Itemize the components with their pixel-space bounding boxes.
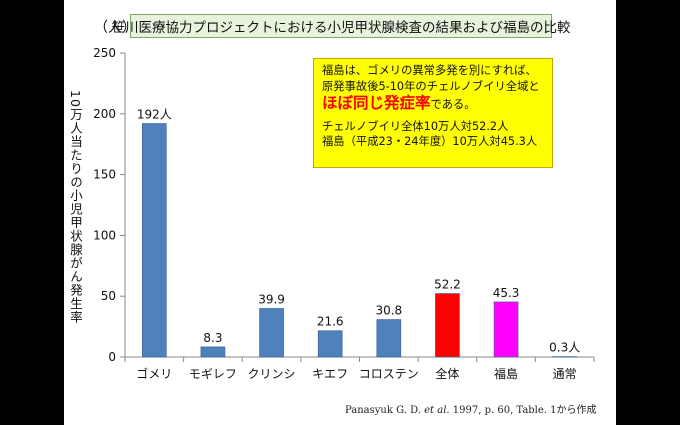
y-tick-label: 50 xyxy=(101,289,116,303)
data-label-4: 21.6 xyxy=(317,315,344,329)
source-etal: et al. xyxy=(424,405,450,416)
data-label-3: 39.9 xyxy=(258,292,285,306)
bar-7 xyxy=(493,301,519,358)
annotation-line-4: チェルノブイリ全体10万人対52.2人 xyxy=(322,120,509,133)
category-label-8: 通常 xyxy=(553,367,577,381)
category-label-1: ゴメリ xyxy=(136,366,172,381)
annotation-emphasis: ほぼ同じ発症率 xyxy=(322,94,431,112)
category-label-6: 全体 xyxy=(435,366,459,381)
bar-1 xyxy=(142,123,167,358)
annotation-stats: チェルノブイリ全体10万人対52.2人 福島（平成23・24年度）10万人対45… xyxy=(322,119,544,149)
data-label-7: 45.3 xyxy=(493,286,520,300)
annotation-box: 福島は、ゴメリの異常多発を別にすれば、 原発事故後5-10年のチェルノブイリ全域… xyxy=(313,58,553,168)
annotation-line-3: ほぼ同じ発症率である。 xyxy=(322,95,544,113)
annotation-emphasis-tail: である。 xyxy=(430,98,476,111)
annotation-line-5: 福島（平成23・24年度）10万人対45.3人 xyxy=(322,135,538,148)
bar-3 xyxy=(259,308,284,358)
bar-4 xyxy=(317,330,343,358)
source-citation: Panasyuk G. D. et al. 1997, p. 60, Table… xyxy=(345,401,597,416)
bar-8 xyxy=(552,356,577,358)
source-rest: 1997, p. 60, Table. 1から作成 xyxy=(452,405,597,416)
category-label-3: クリンシ xyxy=(248,367,296,381)
annotation-line-1: 福島は、ゴメリの異常多発を別にすれば、 xyxy=(322,64,537,77)
y-tick-label: 0 xyxy=(108,350,116,364)
y-tick-label: 250 xyxy=(93,46,116,60)
data-label-5: 30.8 xyxy=(375,304,402,318)
data-label-6: 52.2 xyxy=(434,278,461,292)
bar-6 xyxy=(435,293,460,358)
y-tick-label: 100 xyxy=(93,228,116,242)
chart-title-box: 笹川医療協力プロジェクトにおける小児甲状腺検査の結果および福島の比較 xyxy=(112,14,571,38)
category-label-2: モギレフ xyxy=(189,367,237,381)
y-tick-label: 150 xyxy=(93,168,116,182)
bar-5 xyxy=(376,319,402,358)
chart-title: 笹川医療協力プロジェクトにおける小児甲状腺検査の結果および福島の比較 xyxy=(111,20,571,36)
category-label-4: キエフ xyxy=(312,367,348,381)
y-tick-label: 200 xyxy=(93,107,116,121)
data-label-8: 0.3人 xyxy=(549,341,580,355)
y-unit-label: （人） xyxy=(94,20,136,36)
annotation-line-2: 原発事故後5-10年のチェルノブイリ全域と xyxy=(322,80,540,93)
y-axis-label: 10万人当たりの小児甲状腺がん発生率 xyxy=(68,90,83,324)
data-label-2: 8.3 xyxy=(203,331,222,345)
source-author: Panasyuk G. D. xyxy=(345,405,421,416)
data-label-1: 192人 xyxy=(137,108,172,122)
category-label-7: 福島 xyxy=(494,366,518,381)
category-label-5: コロステン xyxy=(359,367,419,381)
bar-2 xyxy=(200,346,226,358)
